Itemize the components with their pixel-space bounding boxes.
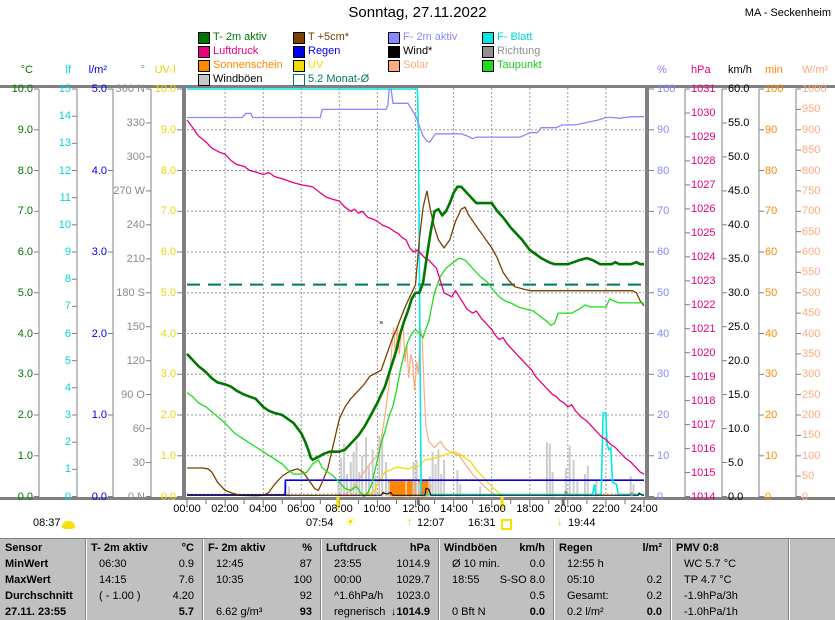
table-separator	[85, 539, 86, 620]
moon-icon	[62, 521, 75, 529]
table-cell-value: 100	[293, 574, 312, 586]
table-col-unit: l/m²	[642, 542, 662, 554]
table-separator	[86, 539, 87, 620]
table-separator	[439, 539, 440, 620]
moon-time: 08:37	[33, 517, 61, 529]
moonset-arrow-icon: ↓	[557, 516, 563, 528]
table-cell: -1.0hPa/1h	[684, 606, 738, 618]
table-col-header: T- 2m aktiv	[91, 542, 148, 554]
table-cell: WC 5.7 °C	[684, 558, 737, 570]
table-separator	[202, 539, 203, 620]
table-row-label: Sensor	[5, 542, 43, 554]
table-col-header: Luftdruck	[326, 542, 377, 554]
table-col-unit: %	[302, 542, 312, 554]
table-col-unit: °C	[181, 542, 194, 554]
table-col-header: F- 2m aktiv	[208, 542, 266, 554]
table-cell: ( - 1.00 )	[99, 590, 141, 602]
table-cell: 10:35	[216, 574, 244, 586]
table-row-label: Durchschnitt	[5, 590, 73, 602]
table-cell: regnerisch	[334, 606, 386, 618]
table-separator	[789, 539, 790, 620]
moonrise-arrow-icon: ↑	[407, 516, 413, 528]
table-separator	[788, 539, 789, 620]
table-separator	[554, 539, 555, 620]
table-cell-value: 0.9	[178, 558, 194, 570]
table-row-label: 27.11. 23:55	[5, 606, 67, 618]
table-cell-value: 0.2	[646, 590, 662, 602]
table-col-header: Windböen	[444, 542, 498, 554]
table-cell-value: S-SO 8.0	[499, 574, 545, 586]
table-cell-value: 1029.7	[396, 574, 430, 586]
table-cell-value: 1014.9	[396, 558, 430, 570]
table-cell-value: 5.7	[178, 606, 194, 618]
table-cell: Gesamt:	[567, 590, 609, 602]
table-col-unit: km/h	[519, 542, 545, 554]
table-separator	[553, 539, 554, 620]
table-cell-value: 0.2	[646, 574, 662, 586]
table-cell: 00:00	[334, 574, 362, 586]
table-col-unit: hPa	[409, 542, 430, 554]
table-cell: 05:10	[567, 574, 595, 586]
table-cell: TP 4.7 °C	[684, 574, 732, 586]
table-cell: -1.9hPa/3h	[684, 590, 738, 602]
table-cell-value: 4.20	[172, 590, 194, 602]
sunset-icon	[501, 519, 512, 530]
table-row-label: MaxWert	[5, 574, 51, 586]
moonrise-time: 12:07	[417, 517, 445, 529]
table-cell: 23:55	[334, 558, 362, 570]
stats-table: Sensor MinWert MaxWert Durchschnitt 27.11. 2…	[0, 538, 835, 620]
table-separator	[671, 539, 672, 620]
table-cell: 0 Bft N	[452, 606, 486, 618]
table-cell-value: 0.0	[529, 558, 545, 570]
table-separator	[670, 539, 671, 620]
table-cell-value: 7.6	[178, 574, 194, 586]
table-cell-value: 87	[299, 558, 312, 570]
table-cell-value: 0.0	[646, 606, 662, 618]
table-separator	[203, 539, 204, 620]
table-separator	[320, 539, 321, 620]
table-cell: ^1.6hPa/h	[334, 590, 384, 602]
table-cell: 12:45	[216, 558, 244, 570]
table-cell: 12:55 h	[567, 558, 604, 570]
sunrise-time: 07:54	[306, 517, 334, 529]
table-cell-value: 1023.0	[396, 590, 430, 602]
station-label: MA - Seckenheim	[744, 7, 831, 19]
plot-area[interactable]	[186, 88, 645, 497]
table-cell-value: 93	[299, 606, 312, 618]
table-cell-value: ↓1014.9	[390, 606, 430, 618]
table-cell: 0.2 l/m²	[567, 606, 604, 618]
table-separator	[438, 539, 439, 620]
table-cell-value: 0.0	[529, 606, 545, 618]
table-col-header: Regen	[559, 542, 593, 554]
table-cell: 18:55	[452, 574, 480, 586]
table-separator	[321, 539, 322, 620]
moonset-time: 19:44	[568, 517, 596, 529]
table-cell-value: 92	[299, 590, 312, 602]
table-col-header: PMV 0:8	[676, 542, 719, 554]
table-cell: 6.62 g/m³	[216, 606, 263, 618]
table-cell: 14:15	[99, 574, 127, 586]
table-cell: 06:30	[99, 558, 127, 570]
sun-icon: ☀	[345, 515, 356, 529]
table-cell: Ø 10 min.	[452, 558, 500, 570]
sunset-time: 16:31	[468, 517, 496, 529]
page-title: Sonntag, 27.11.2022	[348, 4, 487, 21]
table-cell-value: 0.5	[529, 590, 545, 602]
table-row-label: MinWert	[5, 558, 49, 570]
